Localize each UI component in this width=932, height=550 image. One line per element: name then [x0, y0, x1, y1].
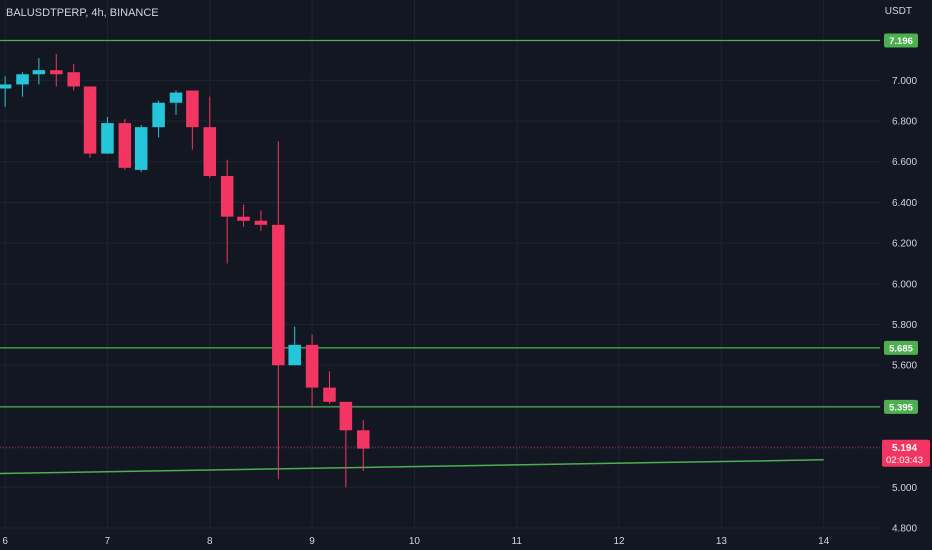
candle-body — [272, 224, 285, 366]
price-tick-label: 6.000 — [892, 279, 917, 290]
price-tick-label: 4.800 — [892, 523, 917, 534]
candle-body — [0, 84, 12, 89]
candle-body — [134, 127, 148, 170]
candle-body — [32, 70, 46, 75]
candle-body — [16, 74, 29, 85]
last-price-tag — [882, 439, 930, 467]
price-tick-label: 6.400 — [892, 198, 917, 209]
time-tick-label: 12 — [614, 536, 626, 547]
price-tick-label: 6.200 — [892, 239, 917, 250]
candle-body — [339, 401, 353, 431]
price-tick-label: 7.000 — [892, 76, 917, 87]
horizontal-levels — [0, 39, 880, 449]
candles — [0, 53, 370, 488]
candle-body — [305, 344, 319, 388]
level-price-text: 7.196 — [889, 36, 913, 47]
price-tick-label: 5.600 — [892, 361, 917, 372]
candle-body — [323, 387, 336, 402]
candle-body — [237, 216, 250, 221]
candle-body — [152, 102, 165, 128]
price-tick-label: 5.000 — [892, 483, 917, 494]
trendline — [0, 459, 824, 475]
time-tick-label: 10 — [409, 536, 421, 547]
grid-lines — [0, 0, 880, 530]
candle-body — [118, 123, 132, 168]
countdown-text: 02:03:43 — [886, 455, 923, 466]
time-tick-label: 6 — [2, 536, 8, 547]
price-tick-label: 5.800 — [892, 320, 917, 331]
time-tick-label: 7 — [105, 536, 111, 547]
trendline-layer — [0, 459, 824, 475]
candle-body — [186, 90, 199, 128]
time-tick-label: 11 — [512, 536, 523, 547]
time-axis[interactable]: 6 7 8 9 10 11 12 13 14 — [2, 536, 829, 547]
price-tick-label: 6.600 — [892, 157, 917, 168]
candle-body — [254, 220, 268, 225]
level-price-tag — [884, 340, 918, 355]
level-price-text: 5.685 — [889, 343, 913, 354]
candle-body — [356, 430, 370, 449]
time-tick-label: 8 — [207, 536, 213, 547]
level-price-text: 5.395 — [889, 402, 913, 413]
candle-body — [101, 123, 114, 154]
candle-body — [50, 70, 63, 75]
time-tick-label: 13 — [716, 536, 728, 547]
last-price-text: 5.194 — [892, 443, 917, 454]
time-tick-label: 14 — [818, 536, 830, 547]
level-price-tag — [884, 399, 918, 414]
candle-body — [169, 92, 183, 103]
candle-body — [220, 175, 234, 217]
price-tick-label: 6.800 — [892, 117, 917, 128]
chart-title: BALUSDTPERP, 4h, BINANCE — [6, 7, 159, 19]
candle-body — [203, 127, 217, 176]
price-axis-unit: USDT — [884, 6, 912, 17]
candle-body — [288, 344, 301, 366]
level-price-tag — [884, 33, 918, 48]
time-tick-label: 9 — [309, 536, 315, 547]
candle-body — [83, 86, 97, 154]
candle-body — [67, 72, 80, 87]
